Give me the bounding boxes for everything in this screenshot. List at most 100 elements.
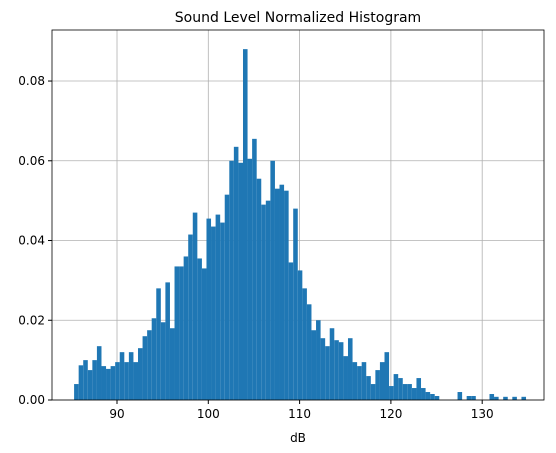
bar [416, 378, 422, 400]
bar [106, 368, 111, 400]
bar [297, 270, 303, 400]
bar [398, 378, 403, 400]
bar [256, 178, 262, 400]
bar [430, 394, 435, 400]
bar [329, 328, 335, 400]
bar [238, 162, 243, 400]
bar [407, 384, 412, 400]
bar [128, 352, 134, 400]
chart-title: Sound Level Normalized Histogram [175, 10, 421, 26]
bar [197, 258, 202, 400]
bar [224, 194, 230, 400]
bar [379, 362, 385, 400]
bar [183, 256, 189, 400]
bar [138, 348, 143, 400]
bar [393, 374, 399, 400]
y-tick-label: 0.08 [18, 74, 45, 88]
bar [229, 160, 234, 400]
bar [274, 188, 280, 400]
x-axis-label: dB [290, 431, 306, 445]
bar [411, 388, 417, 400]
bar [389, 386, 394, 400]
bar [334, 340, 339, 400]
bar [87, 370, 93, 400]
bar [215, 214, 221, 400]
bar [201, 268, 207, 400]
bar [284, 190, 289, 400]
bar [434, 396, 440, 400]
bar [179, 266, 184, 400]
bar [279, 184, 285, 400]
bar [288, 262, 294, 400]
bar [421, 388, 426, 400]
bar [320, 338, 326, 400]
bar [119, 352, 125, 400]
bar [151, 318, 157, 400]
bar [265, 200, 271, 400]
x-tick-label: 130 [471, 407, 494, 421]
bar [188, 234, 193, 400]
bar [110, 366, 116, 400]
bar [92, 360, 97, 400]
bar [343, 356, 348, 400]
bar [494, 396, 499, 400]
bar [366, 376, 371, 400]
bar [247, 158, 253, 400]
bar [489, 394, 495, 400]
bar [466, 396, 472, 400]
bar [206, 218, 212, 400]
bar [352, 362, 358, 400]
bar [293, 208, 298, 400]
bar [220, 222, 225, 400]
bar [165, 282, 170, 400]
bar [192, 212, 198, 400]
bar [457, 392, 463, 400]
bar [306, 304, 312, 400]
bar [142, 336, 148, 400]
bar [503, 396, 508, 400]
bar [147, 330, 152, 400]
bar [375, 370, 380, 400]
bar [101, 366, 107, 400]
x-tick-label: 110 [288, 407, 311, 421]
bar [512, 396, 517, 400]
bar [169, 328, 175, 400]
bar [270, 160, 275, 400]
bar [425, 392, 431, 400]
bar [347, 338, 353, 400]
bar [357, 366, 362, 400]
bar [115, 362, 120, 400]
bar [361, 362, 367, 400]
bar [252, 138, 257, 400]
bar [133, 362, 139, 400]
bar [302, 288, 307, 400]
bar [311, 330, 317, 400]
bar [370, 384, 376, 400]
bar [74, 384, 79, 400]
bar [521, 396, 527, 400]
y-tick-label: 0.06 [18, 154, 45, 168]
bar [174, 266, 180, 400]
x-tick-label: 90 [109, 407, 124, 421]
y-tick-label: 0.04 [18, 234, 45, 248]
bar [211, 226, 216, 400]
bar [325, 346, 330, 400]
bar [316, 320, 321, 400]
bar [83, 360, 88, 400]
plot-frame [51, 29, 545, 401]
bar [233, 146, 239, 400]
x-tick-label: 100 [197, 407, 220, 421]
y-tick-label: 0.02 [18, 313, 45, 327]
bar [124, 362, 129, 400]
bar [96, 346, 102, 400]
bar [402, 384, 408, 400]
y-tick-label: 0.00 [18, 393, 45, 407]
x-tick-label: 120 [379, 407, 402, 421]
bar [156, 288, 161, 400]
bar [261, 204, 266, 400]
bar [471, 396, 476, 400]
bar [384, 352, 390, 400]
bar [78, 365, 84, 400]
bar [160, 322, 166, 400]
